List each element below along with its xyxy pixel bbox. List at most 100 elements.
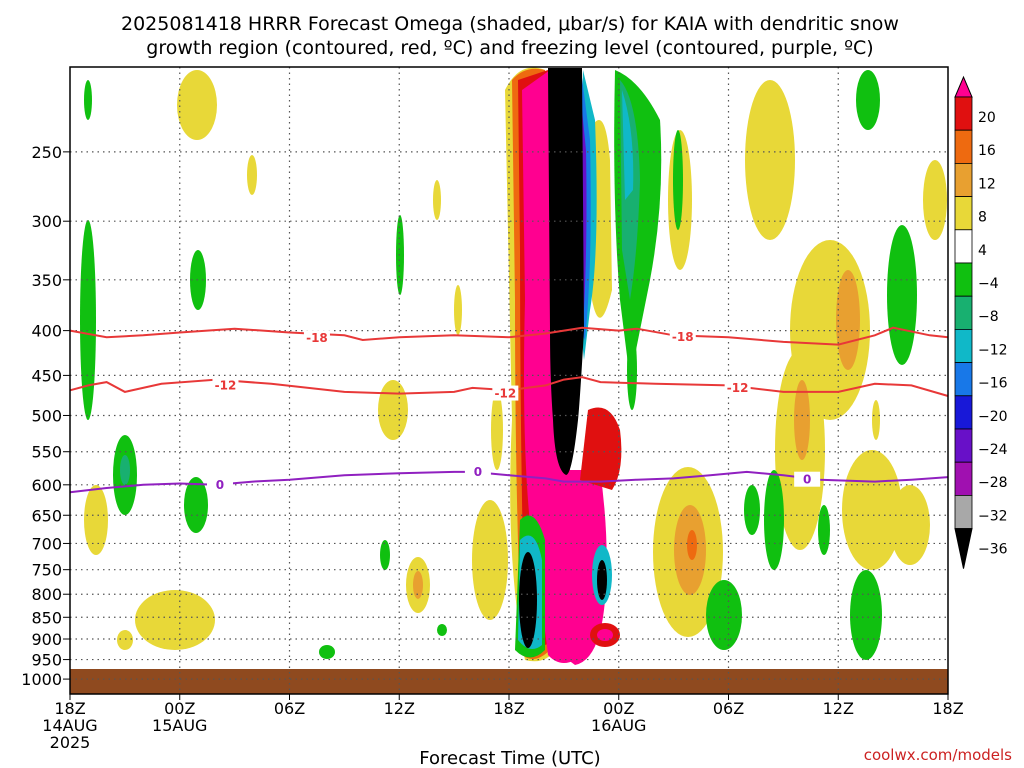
omega-blob xyxy=(519,552,537,648)
y-tick-label: 700 xyxy=(31,534,62,553)
contour-label-bg xyxy=(464,463,491,479)
colorbar-label: −12 xyxy=(978,342,1008,358)
colorbar-segment xyxy=(954,196,973,231)
y-tick-label: 450 xyxy=(31,366,62,385)
x-tick-date: 15AUG xyxy=(152,716,207,735)
omega-blob xyxy=(627,330,637,410)
contour-label-bg xyxy=(303,330,330,346)
omega-blob xyxy=(836,270,860,370)
omega-blob xyxy=(548,68,584,475)
omega-blob xyxy=(597,629,613,641)
colorbar-label: −4 xyxy=(978,276,999,292)
omega-blob xyxy=(622,90,634,200)
contour-label: -12 xyxy=(215,378,237,392)
omega-blob xyxy=(887,225,917,365)
colorbar-label: −8 xyxy=(978,309,999,325)
y-tick-label: 400 xyxy=(31,322,62,341)
omega-blob xyxy=(818,505,830,555)
x-tick-label: 00Z xyxy=(164,699,195,718)
contour-label-bg xyxy=(206,476,233,492)
colorbar-label: 4 xyxy=(978,243,987,259)
omega-blob xyxy=(856,70,880,130)
omega-blob xyxy=(673,130,683,230)
colorbar-label: −36 xyxy=(978,542,1008,558)
omega-blob xyxy=(437,624,447,636)
omega-blob xyxy=(378,380,408,440)
y-tick-label: 950 xyxy=(31,651,62,670)
x-tick-label: 18Z xyxy=(493,699,524,718)
omega-blob xyxy=(850,570,882,660)
y-tick-label: 1000 xyxy=(21,670,62,689)
omega-blob xyxy=(555,470,607,665)
credit-text: coolwx.com/models xyxy=(864,746,1012,764)
omega-blob xyxy=(247,155,257,195)
colorbar-segment xyxy=(954,494,973,529)
x-tick-label: 00Z xyxy=(603,699,634,718)
contour-label: -12 xyxy=(494,387,516,401)
contour-label: 0 xyxy=(803,473,811,487)
omega-blob xyxy=(890,485,930,565)
omega-blob xyxy=(454,285,462,335)
y-tick-label: 900 xyxy=(31,630,62,649)
contour-line xyxy=(69,326,949,346)
contour-label-bg xyxy=(669,329,696,345)
contour-label-bg xyxy=(212,377,239,393)
colorbar-segment xyxy=(954,461,973,496)
y-tick-label: 300 xyxy=(31,212,62,231)
contour-label: -12 xyxy=(727,381,749,395)
y-tick-label: 650 xyxy=(31,506,62,525)
x-tick-label: 18Z xyxy=(932,699,963,718)
omega-blob xyxy=(472,500,508,620)
colorbar-label: 12 xyxy=(978,176,996,192)
omega-blob xyxy=(413,571,423,599)
omega-blob xyxy=(745,80,795,240)
colorbar-segment xyxy=(954,262,973,297)
omega-blob xyxy=(706,580,742,650)
chart-title-line1: 2025081418 HRRR Forecast Omega (shaded, … xyxy=(121,13,899,35)
omega-blob xyxy=(184,477,208,533)
omega-blob xyxy=(120,455,130,485)
colorbar-label: −28 xyxy=(978,475,1008,491)
omega-blob xyxy=(433,180,441,220)
colorbar-segment xyxy=(954,395,973,430)
contour-label-bg xyxy=(724,379,751,395)
contour-label: 0 xyxy=(216,478,224,492)
omega-blob xyxy=(580,407,622,490)
colorbar-segment xyxy=(954,96,973,131)
omega-blob xyxy=(764,470,784,570)
y-tick-label: 500 xyxy=(31,406,62,425)
x-tick-label: 06Z xyxy=(274,699,305,718)
omega-blob xyxy=(687,530,697,560)
x-tick-label: 06Z xyxy=(713,699,744,718)
contour-label-bg xyxy=(492,385,519,401)
colorbar-segment xyxy=(954,328,973,363)
colorbar: 20 16 12 8 4 −4 −8 −12 −16 −20 −24 −28 −32 −36 xyxy=(954,75,1008,569)
colorbar-label: −16 xyxy=(978,376,1008,392)
x-tick-date: 16AUG xyxy=(591,716,646,735)
omega-blob xyxy=(396,215,404,295)
contour-label-bg xyxy=(794,471,821,487)
contour-label: 0 xyxy=(474,465,482,479)
contour-label: -18 xyxy=(672,330,694,344)
y-tick-label: 250 xyxy=(31,143,62,162)
omega-blob xyxy=(794,380,810,460)
omega-shaded-field xyxy=(80,67,947,665)
colorbar-bottom-arrow xyxy=(954,528,973,569)
omega-blob xyxy=(872,400,880,440)
colorbar-segment xyxy=(954,229,973,264)
colorbar-label: −32 xyxy=(978,508,1008,524)
y-tick-label: 850 xyxy=(31,608,62,627)
x-tick-label: 12Z xyxy=(823,699,854,718)
colorbar-segment xyxy=(954,362,973,397)
omega-blob xyxy=(84,485,108,555)
x-tick-year: 2025 xyxy=(50,733,91,752)
omega-blob xyxy=(319,645,335,659)
omega-blob xyxy=(923,160,947,240)
colorbar-label: −24 xyxy=(978,442,1008,458)
y-tick-label: 750 xyxy=(31,561,62,580)
x-tick-date: 14AUG xyxy=(42,716,97,735)
temperature-contours: -18 -18 -12 -12 -12 0 0 0 xyxy=(69,326,949,494)
y-tick-label: 550 xyxy=(31,443,62,462)
y-axis-pressure-ticks: 250 300 350 400 450 500 550 600 650 700 750 800 850 9… xyxy=(21,143,70,689)
